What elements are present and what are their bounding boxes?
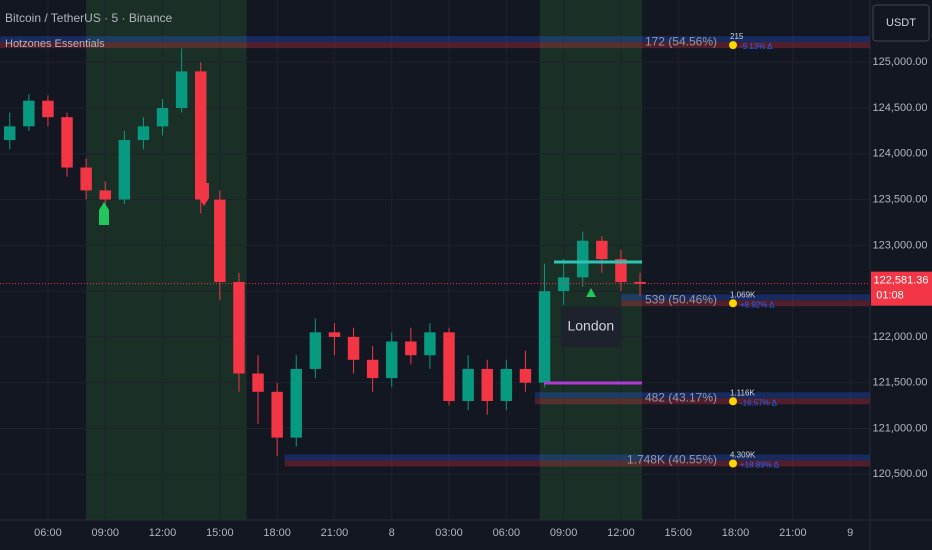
candle-body: [80, 167, 92, 191]
candle-body: [443, 332, 455, 401]
zone-delta: +8.92% Δ: [740, 300, 775, 309]
candle-body: [634, 281, 646, 284]
countdown: 01:08: [876, 290, 904, 302]
zone-delta: -9.13% Δ: [740, 42, 773, 51]
price-label: 122,581.36: [873, 275, 928, 287]
candle-body: [175, 71, 188, 109]
x-tick-label: 15:00: [206, 527, 234, 539]
price-box: [871, 271, 932, 306]
x-tick-label: 12:00: [607, 527, 635, 539]
candle-body: [538, 291, 551, 383]
zone-label: 539 (50.46%): [645, 292, 717, 306]
session-label: London: [567, 318, 614, 334]
candle-body: [271, 391, 283, 438]
candle-body: [519, 368, 532, 383]
candle-body: [252, 373, 264, 392]
x-tick-label: 15:00: [664, 527, 692, 539]
candle-body: [4, 126, 16, 141]
zone-dot: [729, 459, 737, 468]
zone-band: [620, 294, 870, 301]
y-tick-label: 121,000.00: [872, 422, 927, 434]
zone-label: 1.748K (40.55%): [627, 453, 717, 467]
zone-label: 482 (43.17%): [645, 390, 717, 404]
x-tick-label: 21:00: [321, 527, 349, 539]
indicator-name: Hotzones Essentials: [5, 38, 105, 50]
candle-body: [328, 332, 341, 337]
y-tick-label: 124,000.00: [872, 148, 927, 160]
y-tick-label: 122,000.00: [872, 331, 927, 343]
candle-body: [462, 368, 474, 401]
candle-body: [615, 259, 627, 282]
currency-box[interactable]: [872, 4, 930, 42]
candle-body: [596, 240, 608, 260]
candle-body: [347, 336, 360, 360]
currency[interactable]: USDT: [886, 17, 916, 29]
candle-body: [424, 332, 436, 356]
candle-body: [233, 281, 245, 374]
zone-band: [284, 454, 870, 461]
zone-band: [0, 36, 870, 43]
candle-body: [290, 368, 302, 438]
x-tick-label: 9: [847, 527, 853, 539]
y-tick-label: 124,500.00: [872, 102, 927, 114]
x-tick-label: 21:00: [779, 527, 807, 539]
zone-delta: -16.57% Δ: [740, 398, 778, 407]
buy-signal: [586, 288, 596, 297]
y-tick-label: 123,000.00: [872, 239, 927, 251]
y-tick-label: 121,500.00: [872, 377, 927, 389]
candle-body: [118, 140, 131, 200]
zone-dot: [729, 41, 737, 50]
sell-signal: [199, 183, 209, 206]
x-tick-label: 8: [389, 527, 395, 539]
x-tick-label: 12:00: [149, 527, 177, 539]
candle-body: [99, 190, 111, 200]
candle-body: [386, 341, 398, 379]
x-tick-label: 18:00: [263, 527, 291, 539]
zone-band: [284, 460, 870, 467]
zone-volume: 4.309K: [730, 451, 756, 460]
buy-signal: [99, 202, 109, 225]
candle-body: [156, 108, 169, 127]
candle-body: [214, 199, 226, 282]
zone-dot: [729, 299, 737, 308]
x-tick-label: 09:00: [91, 527, 119, 539]
candle-body: [137, 126, 150, 141]
candle-body: [557, 277, 570, 292]
zone-band: [620, 300, 870, 307]
x-tick-label: 18:00: [722, 527, 750, 539]
zone-label: 172 (54.56%): [645, 34, 717, 48]
zone-volume: 1.116K: [730, 388, 755, 397]
x-tick-label: 06:00: [493, 527, 521, 539]
candle-body: [309, 332, 322, 369]
candle-body: [500, 368, 513, 401]
candle-body: [366, 359, 379, 379]
y-tick-label: 120,500.00: [872, 468, 927, 480]
candle-body: [577, 240, 589, 278]
chart-title: Bitcoin / TetherUS · 5 · Binance: [5, 11, 173, 25]
candle-body: [405, 341, 417, 356]
candle-body: [481, 368, 493, 401]
y-tick-label: 125,000.00: [872, 56, 927, 68]
zone-band: [534, 392, 870, 399]
session-label-box: [560, 307, 621, 347]
x-tick-label: 06:00: [34, 527, 62, 539]
y-tick-label: 123,500.00: [872, 193, 927, 205]
zone-delta: +18.89% Δ: [740, 461, 780, 470]
candle-body: [23, 100, 35, 127]
candle-body: [195, 71, 207, 200]
x-tick-label: 03:00: [435, 527, 463, 539]
zone-volume: 215: [730, 32, 744, 41]
zone-volume: 1.069K: [730, 290, 756, 299]
zone-dot: [729, 397, 737, 406]
candle-body: [61, 117, 73, 168]
zone-band: [534, 398, 870, 405]
x-tick-label: 09:00: [550, 527, 578, 539]
candle-body: [42, 100, 54, 118]
zone-band: [0, 42, 870, 49]
